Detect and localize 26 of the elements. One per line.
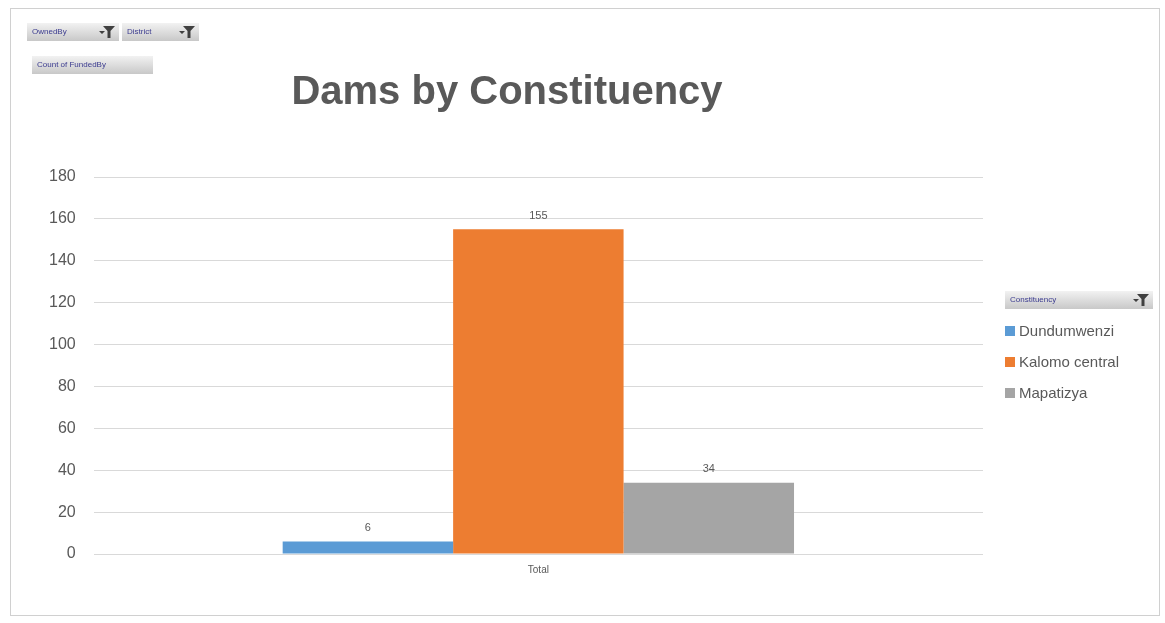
x-tick-label: Total (527, 563, 549, 575)
y-tick-label: 160 (48, 209, 76, 227)
y-tick-label: 100 (48, 334, 76, 352)
bar (453, 229, 624, 554)
chart-title: Dams by Constituency (291, 68, 724, 113)
field-button: District (122, 23, 199, 41)
field-button: OwnedBy (27, 23, 119, 41)
data-label: 6 (364, 520, 371, 533)
field-button: Constituency (1005, 291, 1153, 309)
legend-title: Constituency (1010, 295, 1057, 304)
legend-label: Dundumwenzi (1019, 322, 1115, 339)
y-tick-label: 120 (48, 293, 76, 311)
y-tick-label: 180 (48, 167, 76, 185)
y-tick-label: 140 (48, 251, 76, 269)
legend-label: Kalomo central (1019, 353, 1120, 370)
y-tick-label: 60 (57, 418, 76, 436)
bar (282, 541, 454, 554)
y-tick-label: 40 (57, 460, 76, 478)
y-tick-label: 80 (57, 376, 76, 394)
y-tick-label: 20 (57, 502, 76, 520)
data-label: 34 (702, 462, 715, 475)
bar (623, 482, 795, 554)
y-tick-label: 0 (66, 544, 76, 562)
legend-label: Mapatizya (1019, 384, 1088, 401)
data-label: 155 (529, 208, 548, 221)
field-button: Count of FundedBy (32, 56, 153, 74)
